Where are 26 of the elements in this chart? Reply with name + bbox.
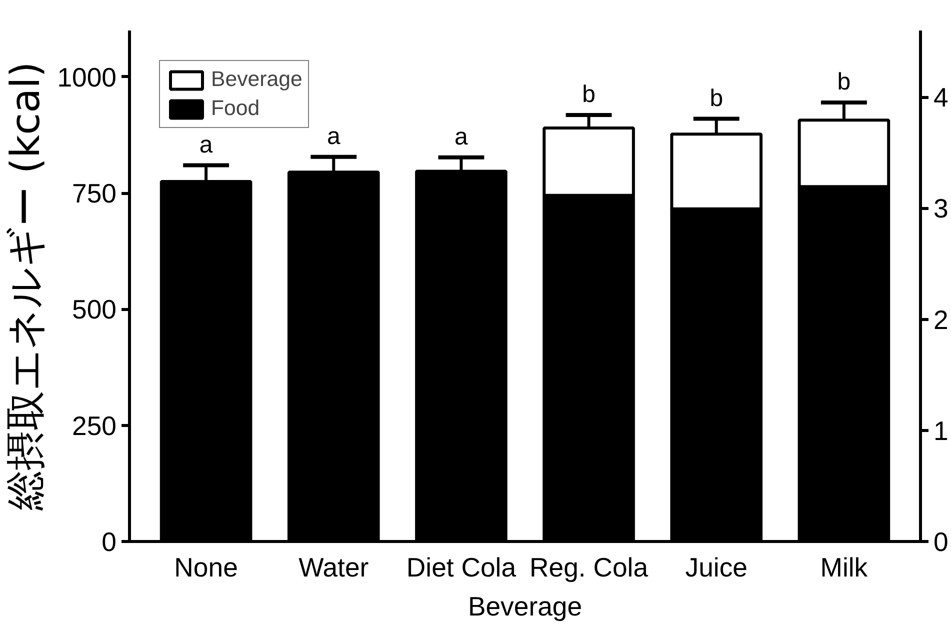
y-axis-title: 総摂取エネルギー (kcal) — [3, 62, 50, 512]
y2-tick-label: 0 — [934, 527, 948, 557]
y2-tick-label: 4 — [934, 82, 948, 113]
annotation: a — [199, 131, 214, 158]
y2-tick-label: 3 — [934, 194, 948, 224]
y-tick-label: 1000 — [57, 62, 117, 92]
y2-tick-label: 1 — [934, 416, 948, 446]
x-tick-label: None — [174, 552, 238, 582]
y-tick-label: 750 — [72, 178, 117, 209]
legend-label: Beverage — [211, 67, 302, 92]
x-tick-label: Water — [298, 552, 369, 582]
annotation: b — [837, 68, 851, 96]
annotation: a — [326, 122, 341, 150]
x-axis-title: Beverage — [468, 592, 582, 622]
x-tick-label: Milk — [820, 552, 868, 582]
y-tick-label: 0 — [102, 527, 117, 557]
annotation: b — [582, 81, 596, 108]
x-tick-label: Juice — [685, 552, 748, 582]
y-tick-label: 250 — [72, 410, 117, 441]
x-tick-label: Diet Cola — [406, 552, 516, 582]
annotation: a — [454, 123, 469, 150]
x-tick-label: Reg. Cola — [530, 552, 648, 582]
y2-tick-label: 2 — [934, 304, 948, 335]
y-tick-label: 500 — [72, 294, 117, 325]
annotation: b — [710, 84, 724, 112]
legend-label: Food — [211, 96, 260, 121]
